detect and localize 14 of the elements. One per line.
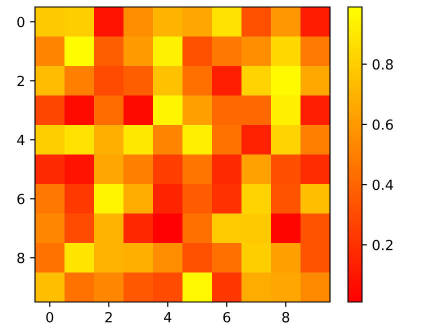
color-bar-label: 0.4 bbox=[372, 180, 394, 190]
color-bar-label: 0.6 bbox=[372, 119, 393, 130]
y-tick-label: 2 bbox=[17, 76, 24, 86]
y-tick-label: 4 bbox=[17, 134, 24, 146]
x-tick-label: 4 bbox=[164, 312, 172, 322]
x-tick-label: 8 bbox=[282, 312, 290, 322]
color-bar-label: 0.2 bbox=[372, 240, 392, 250]
y-tick-label: 8 bbox=[17, 252, 24, 264]
x-tick-label: 2 bbox=[105, 312, 112, 322]
y-tick-label: 6 bbox=[17, 194, 24, 204]
x-tick-label: 0 bbox=[46, 312, 54, 322]
color-bar-label: 0.8 bbox=[372, 59, 393, 70]
x-tick-label: 6 bbox=[223, 312, 230, 322]
y-tick-label: 0 bbox=[17, 16, 24, 28]
